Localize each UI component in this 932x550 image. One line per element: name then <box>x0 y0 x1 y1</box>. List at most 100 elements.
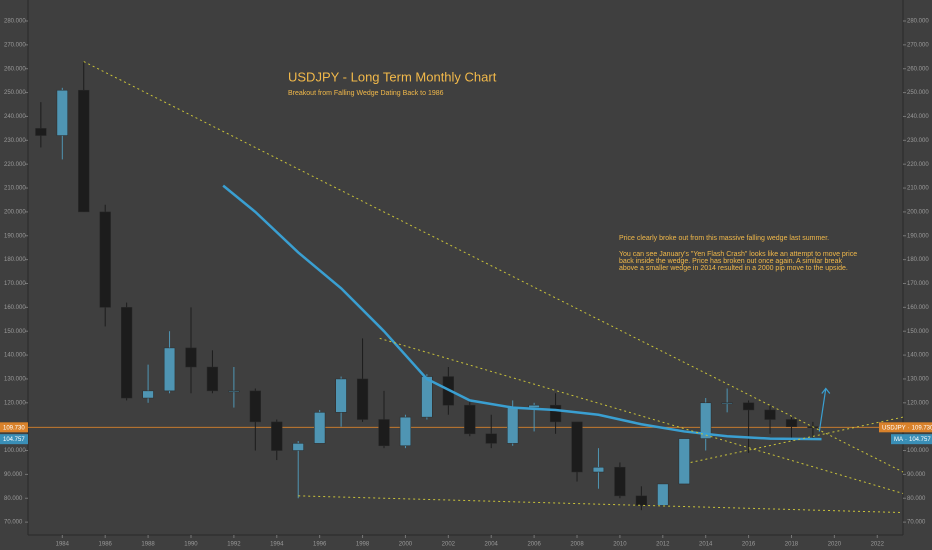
candle-body <box>549 404 562 423</box>
y-tick-label: 160.000 <box>907 305 929 311</box>
price-tag-text: MA · 104.757 <box>894 437 931 443</box>
arrow <box>818 388 827 432</box>
candle-body <box>528 404 540 408</box>
price-tag-separator: · <box>908 425 910 431</box>
y-tick-label: 90.000 <box>907 472 926 478</box>
y-tick-label: 230.000 <box>907 138 929 144</box>
candle-body <box>99 211 111 308</box>
price-tag-text: 104.757 <box>3 437 25 443</box>
x-tick-label: 2010 <box>613 542 627 548</box>
y-tick-label: 230.000 <box>4 138 26 144</box>
y-tick-label: 180.000 <box>907 257 929 263</box>
y-tick-label: 80.000 <box>4 496 23 502</box>
x-tick-label: 2018 <box>785 542 799 548</box>
price-tag-text: 109.730 <box>3 425 25 431</box>
y-tick-label: 140.000 <box>4 353 26 359</box>
y-tick-label: 220.000 <box>4 162 26 168</box>
x-tick-label: 1992 <box>227 542 241 548</box>
candle-body <box>421 376 433 418</box>
x-tick-label: 1996 <box>313 542 327 548</box>
x-tick-label: 2004 <box>485 542 499 548</box>
y-tick-label: 280.000 <box>4 19 26 25</box>
trendline <box>379 337 904 494</box>
x-tick-label: 2022 <box>871 542 885 548</box>
y-tick-label: 100.000 <box>4 448 26 454</box>
y-tick-label: 70.000 <box>907 520 926 526</box>
trendline <box>690 416 904 463</box>
candle-body <box>78 89 90 213</box>
candle-body <box>571 421 583 473</box>
price-tag <box>891 434 932 445</box>
annotation: You can see January's "Yen Flash Crash" … <box>619 251 857 258</box>
x-tick-label: 2008 <box>570 542 584 548</box>
x-tick-label: 1986 <box>99 542 113 548</box>
y-tick-label: 200.000 <box>4 209 26 215</box>
price-tag-symbol: MA <box>894 437 903 443</box>
candle-body <box>335 378 347 413</box>
annotation: Price clearly broke out from this massiv… <box>619 235 829 242</box>
candle-body <box>678 438 690 485</box>
annotation: above a smaller wedge in 2014 resulted i… <box>619 265 848 272</box>
y-tick-label: 180.000 <box>4 257 26 263</box>
x-tick-label: 1988 <box>141 542 155 548</box>
candle-body <box>206 366 219 392</box>
candle-body <box>314 412 326 444</box>
y-tick-label: 270.000 <box>907 42 929 48</box>
annotation: back inside the wedge. Price has broken … <box>619 258 842 265</box>
x-tick-label: 1984 <box>56 542 70 548</box>
price-tag-value: 109.730 <box>3 425 25 431</box>
x-tick-label: 2006 <box>527 542 541 548</box>
y-tick-label: 280.000 <box>907 19 929 25</box>
candle-body <box>614 466 626 497</box>
x-tick-label: 1994 <box>270 542 284 548</box>
trendline <box>298 495 904 514</box>
candle-body <box>785 419 798 427</box>
candle-body <box>399 416 412 447</box>
y-tick-label: 260.000 <box>907 66 929 72</box>
y-tick-label: 250.000 <box>907 90 929 96</box>
price-tag-value: 109.730 <box>912 425 932 431</box>
y-tick-label: 240.000 <box>4 114 26 120</box>
price-tag-value: 104.757 <box>909 437 931 443</box>
candle-body <box>485 433 497 444</box>
x-tick-label: 2000 <box>399 542 413 548</box>
candle-body <box>121 307 133 399</box>
y-tick-label: 190.000 <box>4 233 26 239</box>
price-tag <box>0 434 28 445</box>
y-tick-label: 260.000 <box>4 66 26 72</box>
y-tick-label: 160.000 <box>4 305 26 311</box>
y-tick-label: 210.000 <box>907 186 929 192</box>
y-tick-label: 270.000 <box>4 42 26 48</box>
y-tick-label: 120.000 <box>4 400 26 406</box>
y-tick-label: 140.000 <box>907 353 929 359</box>
y-tick-label: 70.000 <box>4 520 23 526</box>
candle-body <box>507 407 519 444</box>
x-tick-label: 2012 <box>656 542 670 548</box>
candle-body <box>700 402 712 439</box>
y-tick-label: 80.000 <box>907 496 926 502</box>
candle-body <box>292 443 304 451</box>
y-tick-label: 100.000 <box>907 448 929 454</box>
x-tick-label: 1998 <box>356 542 370 548</box>
candle-body <box>228 390 240 393</box>
y-tick-label: 150.000 <box>4 329 26 335</box>
x-tick-label: 2014 <box>699 542 713 548</box>
y-tick-label: 150.000 <box>907 329 929 335</box>
candle-body <box>592 466 605 473</box>
y-tick-label: 120.000 <box>907 400 929 406</box>
candle-body <box>35 128 47 136</box>
x-tick-label: 2016 <box>742 542 756 548</box>
candle-body <box>142 390 154 399</box>
price-tag-separator: · <box>905 437 907 443</box>
candle-body <box>163 347 176 392</box>
price-tag-value: 104.757 <box>3 437 25 443</box>
y-tick-label: 210.000 <box>4 186 26 192</box>
chart-subtitle: Breakout from Falling Wedge Dating Back … <box>288 90 444 97</box>
candle-body <box>721 402 733 405</box>
price-tag <box>0 422 28 433</box>
chart-title: USDJPY - Long Term Monthly Chart <box>288 69 497 84</box>
y-tick-label: 170.000 <box>907 281 929 287</box>
y-tick-label: 130.000 <box>907 377 929 383</box>
candle-body <box>378 419 390 447</box>
